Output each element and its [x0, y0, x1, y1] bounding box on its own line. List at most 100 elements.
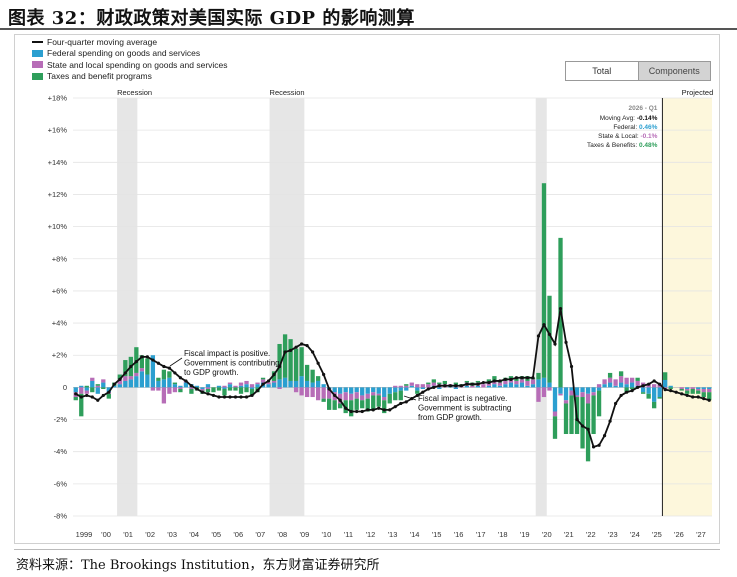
bar-segment: [293, 348, 299, 381]
moving-average-point: [349, 409, 353, 414]
source-note: 资料来源：The Brookings Institution，东方财富证券研究所: [16, 558, 380, 573]
tooltip-row: Federal: 0.46%: [613, 124, 657, 131]
bar-segment: [90, 387, 95, 393]
view-toggle: Total Components: [565, 61, 711, 81]
bar-segment: [640, 392, 646, 394]
bar-segment: [73, 387, 78, 393]
bar-segment: [365, 393, 370, 399]
bar-segment: [640, 387, 646, 393]
bar-segment: [530, 384, 536, 388]
tooltip-row-value: -0.14%: [637, 115, 658, 122]
bar-segment: [365, 398, 370, 412]
moving-average-point: [123, 371, 127, 375]
bar-segment: [145, 374, 150, 388]
tooltip-header: 2026 - Q1: [629, 105, 658, 112]
x-tick-label: '03: [167, 530, 177, 539]
bar-segment: [679, 388, 684, 391]
bar-segment: [525, 380, 530, 386]
moving-average-point: [195, 387, 199, 391]
bar-segment: [420, 384, 425, 388]
axes-layer: -8% -6% -4% -2% 0 +2% +4% +6% +8% +10% +12% +14% +16…: [48, 94, 706, 540]
bar-segment: [222, 387, 227, 389]
moving-average-point: [553, 342, 557, 346]
x-tick-label: '15: [432, 530, 442, 539]
moving-average-point: [619, 393, 623, 398]
total-toggle-button[interactable]: Total: [566, 62, 638, 80]
bar-segment: [470, 385, 475, 388]
bar-segment: [101, 382, 106, 388]
recession-band: [117, 98, 138, 516]
moving-average-point: [630, 389, 634, 393]
bar-segment: [304, 380, 310, 388]
bar-segment: [508, 376, 514, 380]
bar-segment: [707, 392, 712, 401]
bar-segment: [393, 387, 398, 393]
y-tick-label: +16%: [48, 126, 68, 135]
tooltip-row: Taxes & Benefits: 0.48%: [587, 142, 658, 149]
bar-segment: [536, 379, 541, 388]
bar-segment: [618, 382, 624, 388]
moving-average-point: [613, 401, 618, 406]
bar-segment: [128, 376, 133, 380]
bar-segment: [519, 382, 525, 388]
projected-band: [662, 98, 712, 516]
bar-segment: [310, 387, 315, 398]
bar-segment: [321, 398, 326, 402]
bar-segment: [299, 376, 304, 388]
moving-average-point: [90, 395, 94, 399]
moving-average-point: [421, 390, 425, 394]
bar-segment: [205, 388, 211, 393]
bar-segment: [123, 380, 128, 388]
bar-segment: [200, 387, 205, 389]
bar-segment: [189, 388, 194, 394]
negative-note-line: Fiscal impact is negative.: [418, 394, 507, 403]
x-tick-label: '05: [211, 530, 221, 539]
bar-segment: [282, 334, 288, 378]
bar-segment: [255, 384, 260, 388]
y-tick-label: +10%: [48, 222, 68, 231]
bar-segment: [624, 377, 629, 385]
moving-average-point: [443, 384, 447, 388]
moving-average-point: [558, 307, 563, 311]
bar-segment: [79, 393, 84, 417]
moving-average-point: [415, 393, 419, 398]
moving-average-point: [107, 390, 111, 394]
bar-segment: [167, 387, 172, 394]
figure-title-bar: 图表 32：财政政策对美国实际 GDP 的影响测算: [0, 0, 737, 30]
bar-segment: [514, 377, 519, 381]
bar-segment: [310, 382, 315, 388]
moving-average-layer: [74, 307, 711, 449]
legend-label-taxes-benefits: Taxes and benefit programs: [47, 71, 152, 82]
bar-segment: [585, 393, 591, 404]
moving-average-point: [300, 342, 304, 346]
projected-label: Projected: [682, 88, 714, 97]
legend-label-federal: Federal spending on goods and services: [47, 48, 201, 59]
bar-segment: [277, 343, 282, 380]
moving-average-point: [327, 387, 331, 391]
bar-segment: [569, 390, 574, 396]
moving-average-point: [140, 355, 144, 359]
bar-segment: [585, 387, 591, 394]
x-tick-label: '21: [564, 530, 574, 539]
bar-segment: [607, 377, 613, 383]
moving-average-point: [591, 445, 596, 449]
bar-segment: [696, 387, 701, 389]
bar-segment: [580, 397, 585, 449]
components-toggle-button[interactable]: Components: [637, 62, 710, 80]
bar-segment: [271, 382, 277, 388]
moving-average-point: [151, 358, 155, 362]
moving-average-point: [74, 392, 78, 396]
x-tick-label: '19: [520, 530, 530, 539]
moving-average-point: [129, 364, 133, 369]
moving-average-point: [255, 389, 260, 393]
bar-segment: [398, 387, 403, 391]
bar-segment: [552, 387, 558, 412]
x-tick-label: '07: [255, 530, 265, 539]
bar-segment: [514, 380, 519, 385]
bar-segment: [194, 385, 200, 388]
legend-swatch-taxes-benefits: [32, 72, 43, 80]
bar-segment: [646, 384, 651, 388]
y-tick-label: +6%: [52, 286, 68, 295]
bar-segment: [338, 403, 343, 409]
bar-segment: [464, 385, 470, 388]
